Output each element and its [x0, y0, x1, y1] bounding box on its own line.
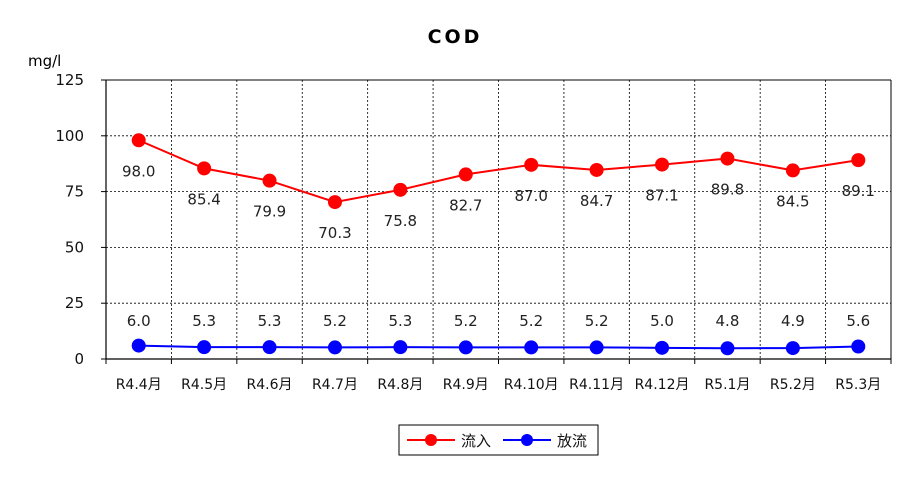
data-label: 82.7	[449, 196, 482, 214]
x-category-label: R4.10月	[504, 377, 559, 393]
data-point	[851, 153, 866, 168]
data-point	[262, 340, 277, 355]
data-label: 75.8	[384, 212, 417, 230]
data-label: 85.4	[187, 190, 220, 208]
data-label: 5.2	[519, 312, 543, 330]
legend-swatch-marker	[425, 434, 437, 446]
data-labels: 98.0 85.4 79.9 70.3 75.8 82.7 87.0 84.7 87.1 89.8…	[122, 162, 875, 330]
data-point	[720, 341, 735, 356]
data-point	[720, 151, 735, 166]
y-tick-label: 125	[55, 71, 84, 89]
data-point	[131, 133, 146, 148]
data-point	[393, 182, 408, 197]
legend-label: 放流	[557, 432, 587, 450]
data-point	[655, 340, 670, 355]
x-category-label: R5.2月	[770, 377, 816, 393]
data-point	[524, 157, 539, 172]
x-category-label: R4.4月	[116, 377, 162, 393]
data-label: 4.8	[716, 312, 740, 330]
legend-label: 流入	[461, 432, 491, 450]
data-point	[589, 162, 604, 177]
data-label: 5.2	[454, 312, 478, 330]
data-label: 5.2	[585, 312, 609, 330]
data-point	[458, 340, 473, 355]
data-label: 84.5	[776, 192, 809, 210]
data-point	[458, 167, 473, 182]
data-point	[393, 340, 408, 355]
series-line-0	[138, 139, 859, 204]
x-category-label: R4.9月	[443, 377, 489, 393]
legend: 流入 放流	[398, 424, 599, 456]
data-label: 84.7	[580, 192, 613, 210]
legend-swatch-marker	[521, 434, 533, 446]
data-label: 5.3	[192, 312, 216, 330]
y-tick-label: 0	[74, 350, 84, 368]
data-point	[131, 338, 146, 353]
data-label: 6.0	[127, 312, 151, 330]
data-point	[524, 340, 539, 355]
data-point	[785, 341, 800, 356]
data-point	[785, 163, 800, 178]
y-tick-labels: 0 25 50 75 100 125	[55, 71, 84, 368]
data-point	[851, 339, 866, 354]
data-label: 5.0	[650, 312, 674, 330]
data-point	[197, 340, 212, 355]
x-category-label: R4.11月	[569, 377, 624, 393]
data-label: 70.3	[318, 224, 351, 242]
chart-title: COD	[428, 26, 483, 48]
y-tick-label: 100	[55, 127, 84, 145]
axes	[101, 79, 892, 364]
series-lines	[131, 133, 866, 356]
data-point	[197, 161, 212, 176]
data-point	[589, 340, 604, 355]
data-label: 79.9	[253, 203, 286, 221]
data-label: 5.3	[388, 312, 412, 330]
data-label: 87.1	[645, 187, 678, 205]
data-label: 5.3	[258, 312, 282, 330]
x-category-label: R5.3月	[835, 377, 881, 393]
x-category-label: R5.1月	[704, 377, 750, 393]
data-point	[655, 157, 670, 172]
x-category-label: R4.7月	[312, 377, 358, 393]
data-label: 89.8	[711, 181, 744, 199]
data-label: 4.9	[781, 312, 805, 330]
data-label: 87.0	[515, 187, 548, 205]
y-tick-label: 25	[65, 294, 84, 312]
y-axis-unit-label: mg/l	[28, 52, 61, 70]
y-tick-label: 75	[65, 183, 84, 201]
data-point	[262, 173, 277, 188]
grid-lines	[106, 79, 891, 359]
y-tick-label: 50	[65, 238, 84, 256]
x-category-label: R4.12月	[635, 377, 690, 393]
data-label: 98.0	[122, 162, 155, 180]
data-label: 5.2	[323, 312, 347, 330]
data-point	[327, 340, 342, 355]
x-category-label: R4.8月	[377, 377, 423, 393]
x-category-label: R4.5月	[181, 377, 227, 393]
data-point	[327, 195, 342, 210]
x-category-labels: R4.4月 R4.5月 R4.6月 R4.7月 R4.8月 R4.9月 R4.10月 R4.1…	[116, 377, 882, 393]
data-label: 89.1	[842, 182, 875, 200]
series-line-1	[138, 344, 859, 350]
data-label: 5.6	[846, 312, 870, 330]
x-category-label: R4.6月	[247, 377, 293, 393]
